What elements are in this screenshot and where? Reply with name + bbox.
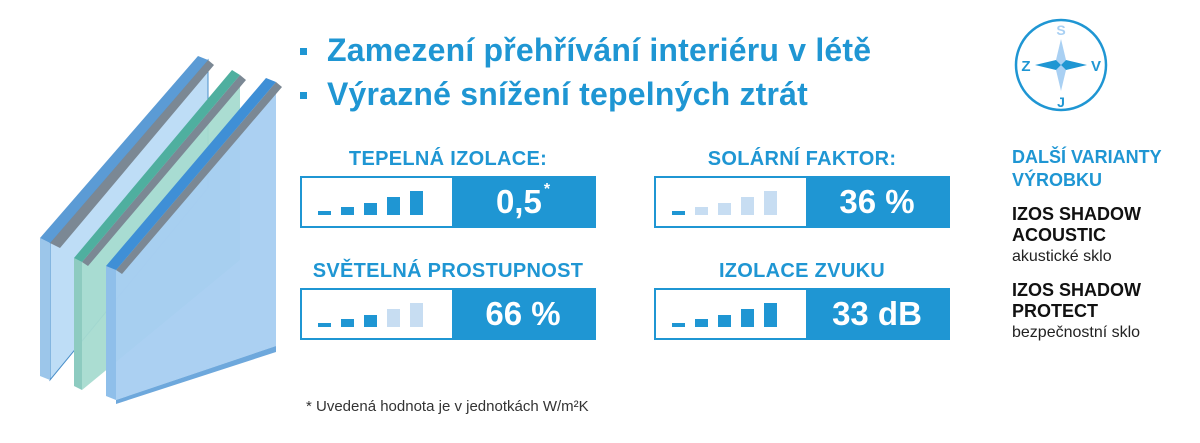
headline-bullets: Zamezení přehřívání interiéru v létě Výr… bbox=[300, 28, 871, 116]
metric-label: SOLÁRNÍ FAKTOR: bbox=[707, 148, 897, 170]
metric-label: IZOLACE ZVUKU bbox=[718, 260, 886, 282]
variant-name: IZOS SHADOW bbox=[1012, 280, 1141, 300]
metric-value: 36 % bbox=[806, 178, 948, 226]
metric-thermal-insulation: TEPELNÁ IZOLACE: 0,5 * bbox=[300, 147, 596, 228]
footnote-marker: * bbox=[543, 181, 551, 198]
bullet-dot bbox=[300, 47, 307, 55]
level-bar bbox=[387, 309, 400, 327]
metric-value: 66 % bbox=[452, 290, 594, 338]
metric-box: 33 dB bbox=[654, 288, 950, 340]
variant-description: bezpečnostní sklo bbox=[1012, 324, 1141, 341]
bullet-item: Zamezení přehřívání interiéru v létě bbox=[300, 28, 871, 72]
variant-description: akustické sklo bbox=[1012, 248, 1112, 265]
footnote: * Uvedená hodnota je v jednotkách W/m²K bbox=[306, 398, 589, 415]
variant-name: PROTECT bbox=[1012, 301, 1099, 321]
compass-west: Z bbox=[1021, 58, 1030, 75]
level-bar bbox=[741, 309, 754, 327]
variants-heading: VÝROBKU bbox=[1012, 170, 1103, 190]
level-bar bbox=[695, 319, 708, 327]
metric-sound-insulation: IZOLACE ZVUKU 33 dB bbox=[654, 259, 950, 340]
level-bar bbox=[695, 207, 708, 215]
level-bar bbox=[364, 315, 377, 327]
level-bar bbox=[718, 315, 731, 327]
bullet-text: Zamezení přehřívání interiéru v létě bbox=[327, 32, 872, 68]
level-bar bbox=[672, 323, 685, 327]
metric-box: 36 % bbox=[654, 176, 950, 228]
level-bar bbox=[364, 203, 377, 215]
variant-name: IZOS SHADOW bbox=[1012, 204, 1141, 224]
compass-south: J bbox=[1057, 94, 1065, 110]
bullet-item: Výrazné snížení tepelných ztrát bbox=[300, 72, 871, 116]
metric-value: 33 dB bbox=[806, 290, 948, 338]
bullet-dot bbox=[300, 91, 307, 99]
product-variants: DALŠÍ VARIANTY VÝROBKU IZOS SHADOW ACOUS… bbox=[1012, 146, 1192, 344]
level-bars bbox=[302, 290, 452, 338]
level-bar bbox=[741, 197, 754, 215]
level-bars bbox=[302, 178, 452, 226]
level-bars bbox=[656, 178, 806, 226]
level-bar bbox=[318, 211, 331, 215]
level-bar bbox=[672, 211, 685, 215]
compass-north: S bbox=[1056, 22, 1065, 38]
metric-solar-factor: SOLÁRNÍ FAKTOR: 36 % bbox=[654, 147, 950, 228]
level-bar bbox=[387, 197, 400, 215]
compass-east: V bbox=[1091, 58, 1101, 75]
level-bar bbox=[318, 323, 331, 327]
metric-label: SVĚTELNÁ PROSTUPNOST bbox=[312, 260, 584, 282]
variant-name: ACOUSTIC bbox=[1012, 225, 1106, 245]
metric-box: 66 % bbox=[300, 288, 596, 340]
level-bar bbox=[341, 319, 354, 327]
metric-label: TEPELNÁ IZOLACE: bbox=[348, 148, 548, 170]
level-bars bbox=[656, 290, 806, 338]
level-bar bbox=[410, 303, 423, 327]
level-bar bbox=[764, 191, 777, 215]
variants-heading: DALŠÍ VARIANTY bbox=[1012, 147, 1162, 167]
bullet-text: Výrazné snížení tepelných ztrát bbox=[327, 76, 809, 112]
level-bar bbox=[718, 203, 731, 215]
level-bar bbox=[764, 303, 777, 327]
compass-icon: S J Z V bbox=[1014, 18, 1108, 112]
level-bar bbox=[410, 191, 423, 215]
metric-value: 0,5 * bbox=[452, 178, 594, 226]
level-bar bbox=[341, 207, 354, 215]
metric-light-transmission: SVĚTELNÁ PROSTUPNOST 66 % bbox=[300, 259, 596, 340]
triple-glazing-illustration bbox=[40, 56, 282, 404]
metric-box: 0,5 * bbox=[300, 176, 596, 228]
